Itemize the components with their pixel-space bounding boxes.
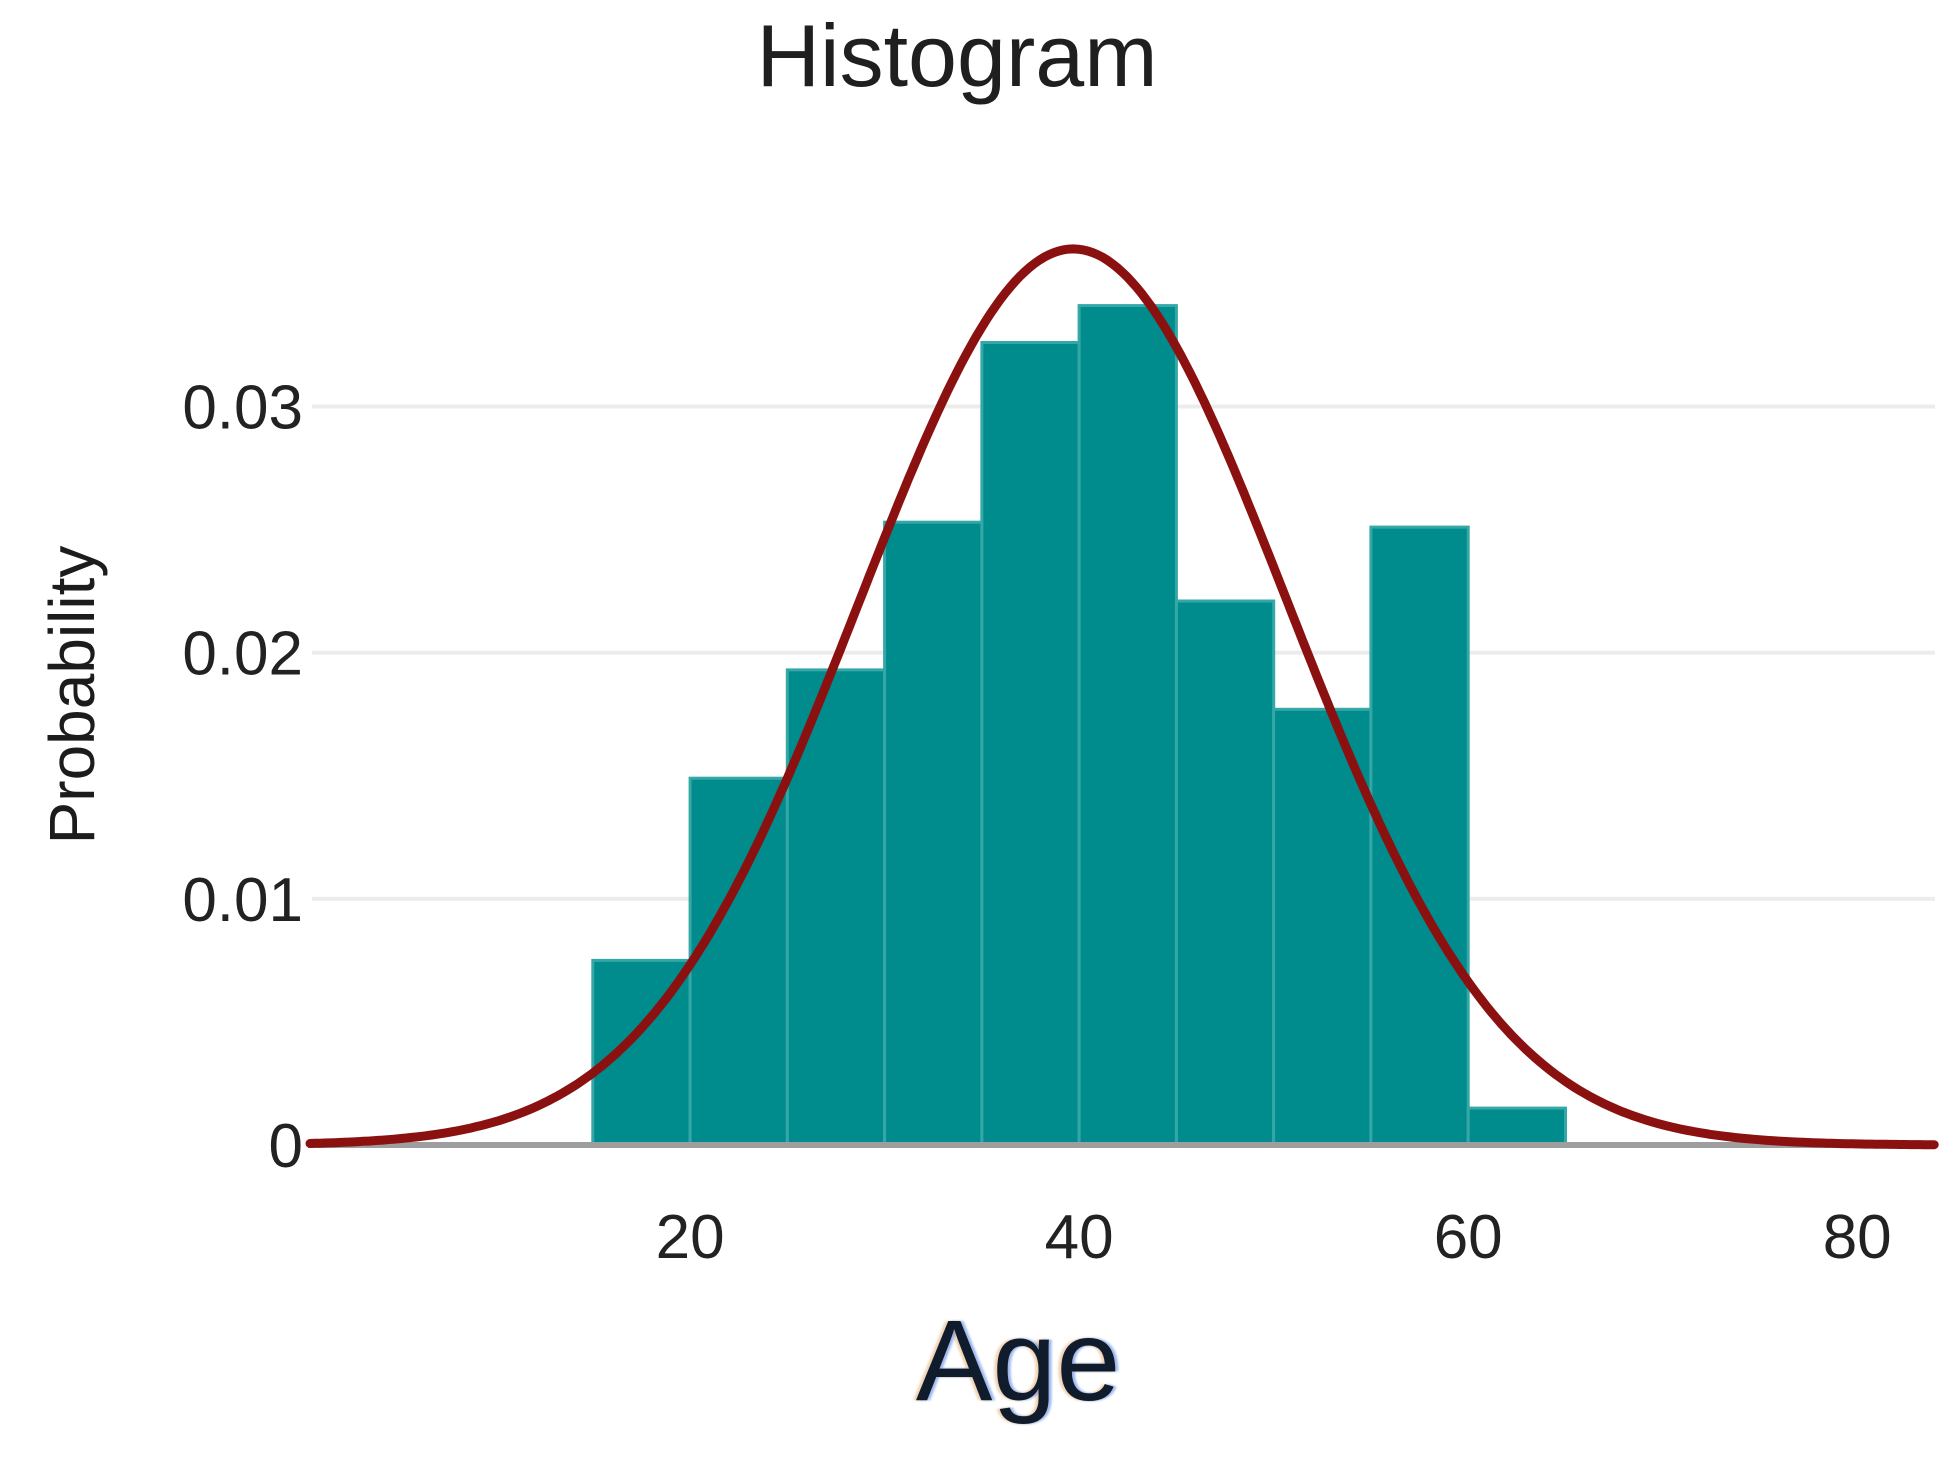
histogram-bar [883, 520, 984, 1147]
histogram-bar [1077, 304, 1178, 1147]
x-tick-label: 20 [656, 1203, 725, 1272]
histogram-bar [1174, 599, 1276, 1147]
x-tick-label: 40 [1045, 1203, 1114, 1272]
histogram-bar [980, 341, 1081, 1147]
y-tick-label: 0.02 [182, 620, 303, 689]
x-tick-label: 80 [1823, 1203, 1892, 1272]
y-tick-label: 0.03 [182, 374, 303, 443]
normal-fit-curve [305, 244, 1939, 1150]
histogram-bar [688, 776, 789, 1147]
histogram-bar [1272, 707, 1373, 1147]
y-tick-label: 0.01 [182, 866, 303, 935]
chart-title: Histogram [756, 6, 1158, 105]
y-tick-label: 0 [269, 1112, 303, 1181]
x-axis-line [308, 1142, 1935, 1148]
histogram-bars [591, 304, 1567, 1147]
histogram-bar [1466, 1106, 1567, 1147]
y-tick-labels: 0 0.01 0.02 0.03 [182, 374, 303, 1182]
x-tick-label: 60 [1434, 1203, 1503, 1272]
x-axis-title: Age [915, 1297, 1121, 1425]
x-tick-labels: 20 40 60 80 [656, 1203, 1892, 1272]
